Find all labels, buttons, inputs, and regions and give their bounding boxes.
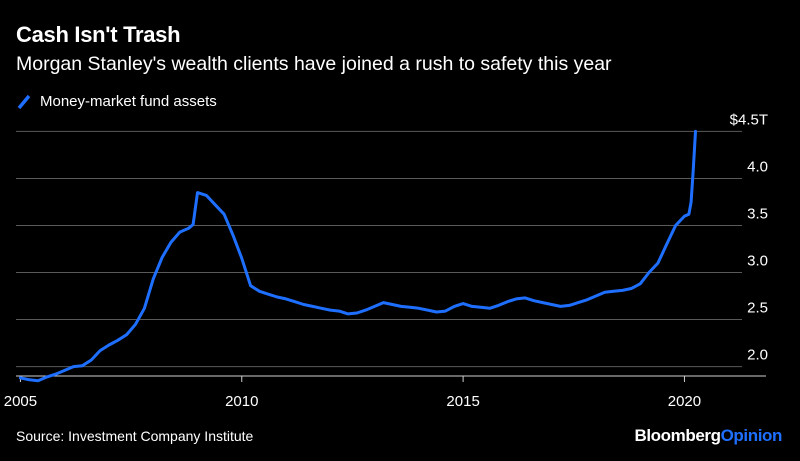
chart-title: Cash Isn't Trash — [16, 22, 181, 47]
legend-swatch — [17, 94, 31, 109]
x-tick-label: 2005 — [4, 393, 37, 410]
series-line-money-market-fund-assets — [18, 129, 697, 383]
brand-suffix: Opinion — [720, 426, 783, 445]
x-tick-label: 2015 — [446, 393, 479, 410]
chart-subtitle: Morgan Stanley's wealth clients have joi… — [16, 53, 612, 75]
gridlines — [16, 130, 742, 368]
legend-swatch-line — [17, 94, 31, 109]
series-layer — [18, 129, 697, 383]
y-tick-label: 3.5 — [747, 205, 768, 222]
x-tick-labels: 2005 2010 2015 2020 — [4, 376, 701, 410]
x-tick-label: 2010 — [225, 393, 258, 410]
y-tick-label: $4.5T — [730, 111, 768, 128]
legend-label: Money-market fund assets — [40, 93, 217, 110]
brand-logo: BloombergOpinion — [634, 426, 782, 446]
legend: Money-market fund assets — [16, 93, 217, 110]
x-tick-label: 2020 — [668, 393, 701, 410]
brand-name: Bloomberg — [634, 426, 721, 445]
source-note: Source: Investment Company Institute — [16, 428, 254, 444]
y-tick-label: 3.0 — [747, 253, 768, 270]
y-tick-label: 2.0 — [747, 347, 768, 364]
y-tick-label: 4.0 — [747, 158, 768, 175]
y-tick-label: 2.5 — [747, 300, 768, 317]
y-tick-labels: 2.0 2.5 3.0 3.5 4.0 $4.5T — [730, 111, 768, 363]
